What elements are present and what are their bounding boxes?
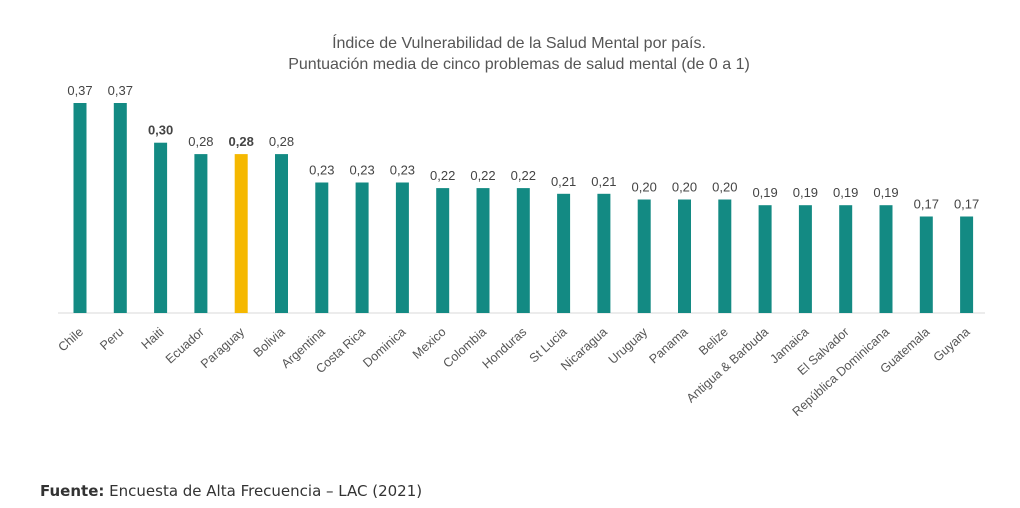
bar-nicaragua [597, 193, 611, 313]
bar-panama [678, 199, 691, 313]
bar-colombia [476, 188, 490, 313]
value-label: 0,20 [672, 180, 697, 195]
bar-peru [113, 103, 127, 313]
value-label: 0,21 [551, 174, 576, 189]
category-label: Panama [647, 325, 691, 367]
value-label: 0,17 [914, 197, 939, 212]
bar-chart: Índice de Vulnerabilidad de la Salud Men… [55, 33, 985, 419]
bar-belize [718, 199, 732, 313]
value-label: 0,23 [309, 163, 334, 178]
bar-paraguay [234, 154, 248, 313]
value-label: 0,22 [470, 168, 495, 183]
value-label: 0,23 [390, 163, 415, 178]
value-label: 0,17 [954, 197, 979, 212]
bar-jamaica [798, 205, 812, 313]
category-label: Dominica [360, 325, 408, 370]
bar-chile [73, 103, 87, 313]
category-label: Chile [55, 325, 86, 354]
value-label: 0,37 [67, 83, 92, 98]
bar-mexico [436, 188, 450, 313]
value-label: 0,30 [148, 123, 173, 138]
bar-guatemala [919, 216, 933, 313]
value-label: 0,19 [873, 185, 898, 200]
chart-subtitle: Puntuación media de cinco problemas de s… [288, 56, 750, 73]
value-label: 0,28 [229, 134, 254, 149]
value-label: 0,23 [349, 163, 374, 178]
chart-title: Índice de Vulnerabilidad de la Salud Men… [332, 33, 706, 52]
bar-rep-blica-dominicana [879, 205, 893, 313]
category-label: Bolivia [251, 325, 288, 360]
bar-uruguay [637, 199, 651, 313]
value-label: 0,28 [269, 134, 294, 149]
value-label: 0,20 [632, 180, 657, 195]
bar-guyana [960, 216, 974, 313]
source-text: Encuesta de Alta Frecuencia – LAC (2021) [109, 482, 423, 500]
value-label: 0,37 [108, 83, 133, 98]
bar-dominica [395, 182, 409, 313]
bar-haiti [154, 142, 168, 313]
bar-antigua-barbuda [758, 205, 772, 313]
category-label: Uruguay [606, 324, 651, 367]
category-label: Haiti [139, 325, 167, 352]
value-label: 0,22 [430, 168, 455, 183]
category-label: Guyana [931, 325, 973, 365]
value-label: 0,22 [511, 168, 536, 183]
category-label: Peru [97, 325, 126, 353]
bar-honduras [516, 188, 530, 313]
bar-ecuador [194, 154, 208, 313]
value-label: 0,28 [188, 134, 213, 149]
category-label: Honduras [480, 325, 530, 372]
value-label: 0,20 [712, 180, 737, 195]
bar-argentina [315, 182, 329, 313]
bar-bolivia [275, 154, 288, 313]
category-label: Belize [696, 325, 731, 358]
value-label: 0,19 [833, 185, 858, 200]
source-label: Fuente: [40, 482, 105, 500]
value-label: 0,19 [752, 185, 777, 200]
bar-costa-rica [355, 182, 369, 313]
bar-el-salvador [839, 205, 853, 313]
value-label: 0,21 [591, 174, 616, 189]
category-label: Paraguay [198, 324, 248, 371]
bar-st-lucia [557, 193, 571, 313]
source-note: Fuente: Encuesta de Alta Frecuencia – LA… [40, 482, 422, 500]
value-label: 0,19 [793, 185, 818, 200]
category-label: Mexico [410, 325, 449, 362]
